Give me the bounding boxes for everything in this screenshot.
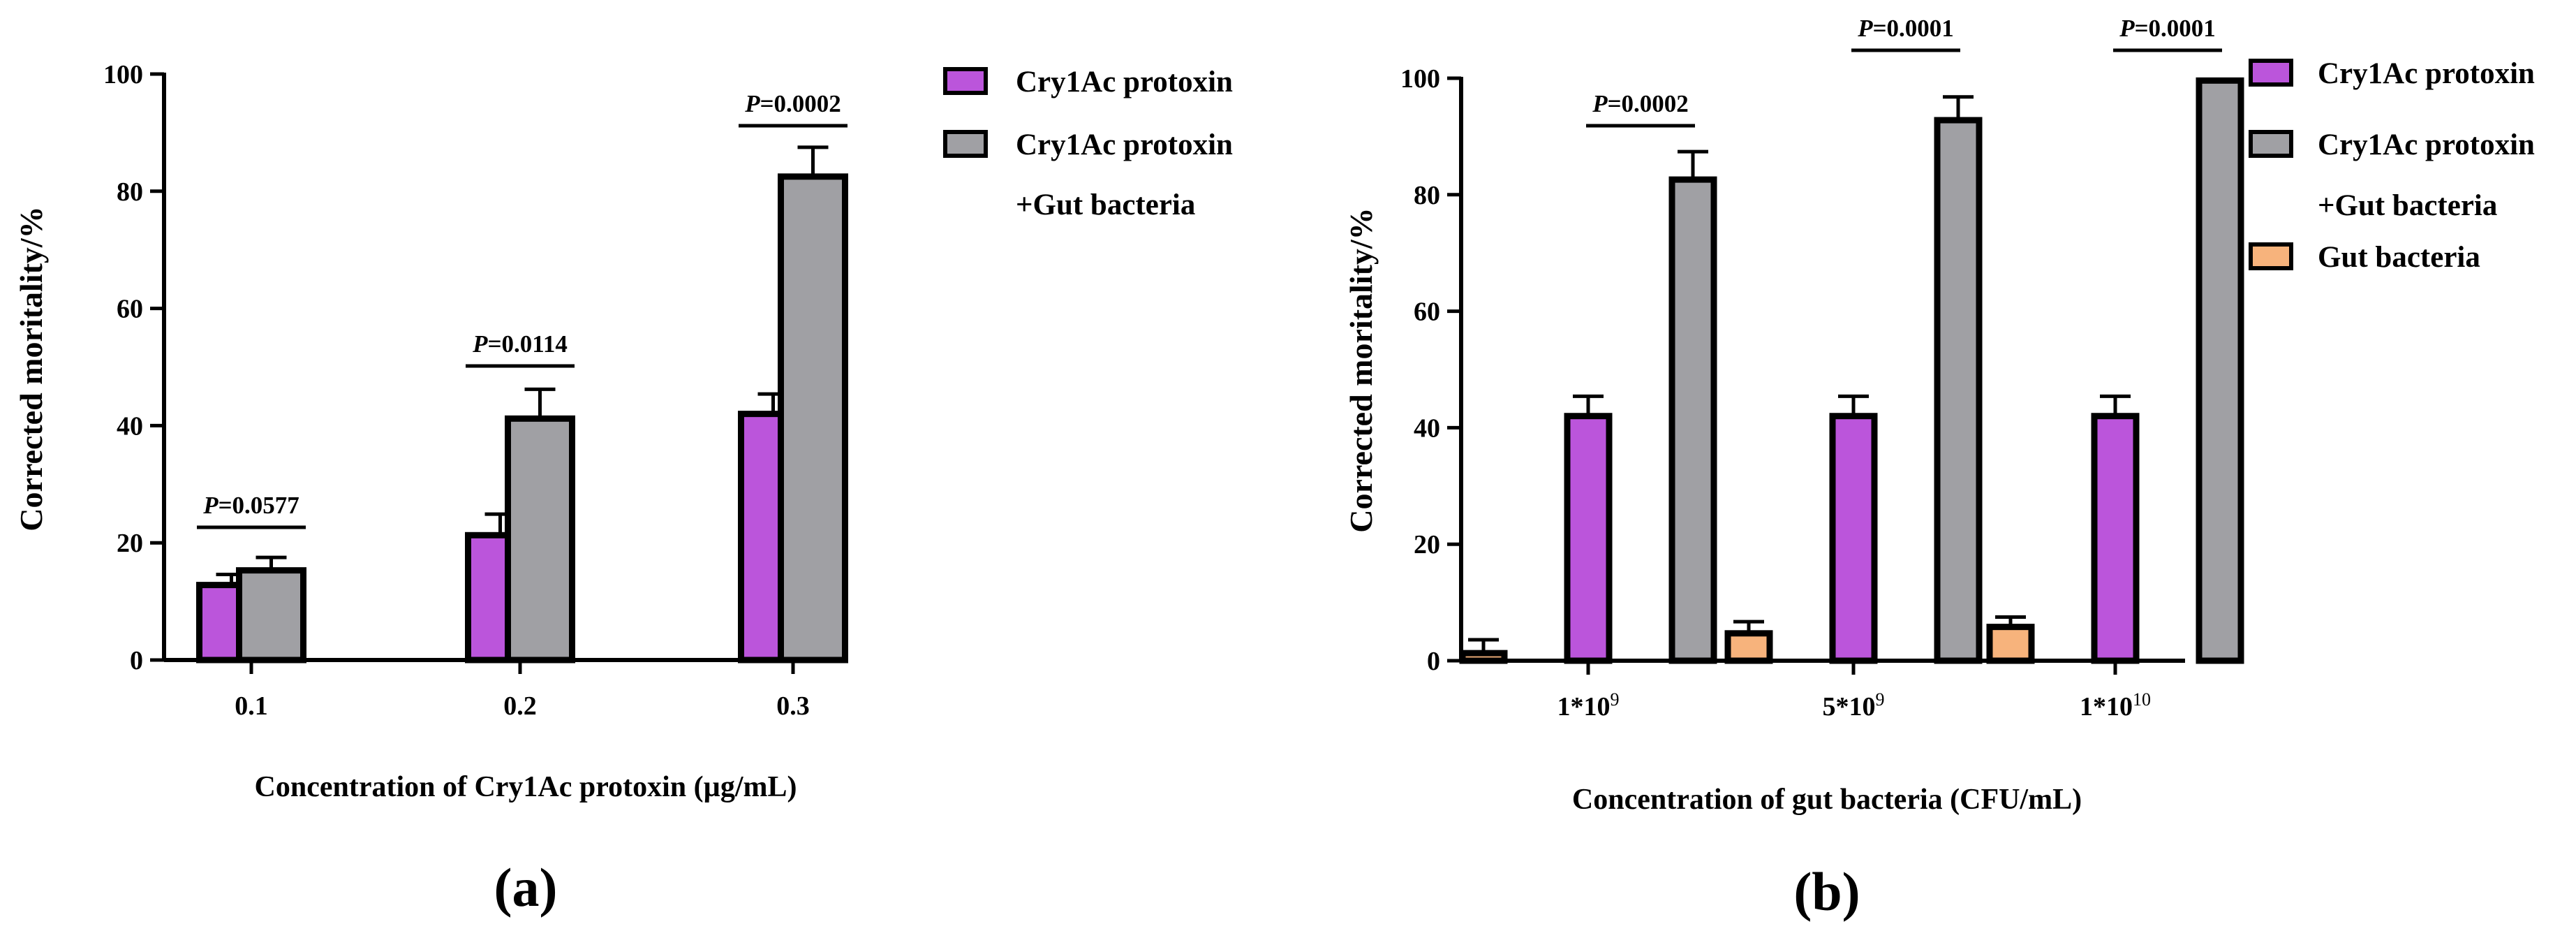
y-tick-label: 40 <box>117 411 143 441</box>
x-tick-label-base: 1*10 <box>1557 692 1611 721</box>
significance-label: P=0.0577 <box>202 492 299 519</box>
y-tick-label: 100 <box>1400 64 1440 94</box>
p-value: =0.0001 <box>1873 15 1954 42</box>
legend-label: Gut bacteria <box>2318 241 2480 274</box>
y-axis-title: Corrected moritality/% <box>1343 207 1379 532</box>
x-axis-title: Concentration of gut bacteria (CFU/mL) <box>1572 784 2082 816</box>
significance-label: P=0.0002 <box>1592 90 1689 117</box>
bar-gut-bacteria <box>1459 650 1508 664</box>
y-tick-label: 20 <box>117 529 143 558</box>
bar-cry1ac-protoxin-gut-bacteria <box>1668 176 1717 664</box>
y-tick-label: 20 <box>1414 530 1440 559</box>
x-tick-label-exponent: 9 <box>1611 689 1620 710</box>
x-tick-label: 0.3 <box>776 691 810 721</box>
y-tick-label: 40 <box>1414 413 1440 443</box>
legend-swatch <box>2249 242 2293 270</box>
significance-label: P=0.0001 <box>1857 15 1954 42</box>
y-tick-label: 60 <box>117 295 143 324</box>
legend-swatch <box>943 67 988 95</box>
significance-label: P=0.0114 <box>472 330 568 358</box>
y-tick-label: 0 <box>1427 647 1440 676</box>
bar-cry1ac-protoxin-gut-bacteria <box>505 415 575 664</box>
legend-label: Cry1Ac protoxin <box>1016 129 1233 161</box>
bar-cry1ac-protoxin-gut-bacteria <box>2196 77 2244 664</box>
p-symbol: P <box>744 90 760 117</box>
bar-cry1ac-protoxin-gut-bacteria <box>1934 117 1983 664</box>
p-value: =0.0114 <box>488 330 568 358</box>
y-axis-title: Corrected moritality/% <box>13 206 49 531</box>
panel-label: (b) <box>1793 861 1860 922</box>
legend-label: +Gut bacteria <box>1016 189 1195 221</box>
legend-swatch <box>2249 59 2293 87</box>
legend: Cry1Ac protoxin Cry1Ac protoxin +Gut bacte… <box>2249 57 2535 274</box>
legend: Cry1Ac protoxin Cry1Ac protoxin +Gut bacte… <box>943 66 1233 221</box>
p-value: =0.0002 <box>760 90 841 117</box>
bar-gut-bacteria <box>1986 624 2035 664</box>
legend-label: Cry1Ac protoxin <box>1016 66 1233 98</box>
y-tick-label: 0 <box>130 646 143 675</box>
panel-label: (a) <box>494 857 558 918</box>
legend-label: Cry1Ac protoxin <box>2318 57 2535 90</box>
x-tick-label: 1*1010 <box>2080 689 2151 722</box>
bar-cry1ac-protoxin <box>1829 413 1878 664</box>
x-tick-label: 0.2 <box>503 691 537 721</box>
p-value: =0.0577 <box>219 492 299 519</box>
p-symbol: P <box>2119 15 2135 42</box>
bar-gut-bacteria <box>1724 630 1773 664</box>
x-tick-label: 1*109 <box>1557 689 1620 722</box>
bar-cry1ac-protoxin <box>2091 413 2140 664</box>
p-symbol: P <box>202 492 219 519</box>
p-value: =0.0002 <box>1608 90 1689 117</box>
p-symbol: P <box>1592 90 1608 117</box>
p-symbol: P <box>1857 15 1873 42</box>
bar-cry1ac-protoxin-gut-bacteria <box>778 173 848 664</box>
x-tick-label-exponent: 10 <box>2133 689 2151 710</box>
legend-label: +Gut bacteria <box>2318 189 2497 222</box>
p-value: =0.0001 <box>2135 15 2216 42</box>
x-tick-label-base: 1*10 <box>2080 692 2133 721</box>
legend-swatch <box>943 130 988 158</box>
x-tick-label: 0.1 <box>235 691 268 721</box>
significance-label: P=0.0002 <box>744 90 841 117</box>
significance-label: P=0.0001 <box>2119 15 2216 42</box>
y-tick-label: 80 <box>117 177 143 207</box>
bar-cry1ac-protoxin-gut-bacteria <box>236 567 306 664</box>
p-symbol: P <box>472 330 488 358</box>
y-tick-label: 60 <box>1414 298 1440 327</box>
x-tick-label-exponent: 9 <box>1876 689 1885 710</box>
y-tick-label: 100 <box>103 60 143 89</box>
x-tick-label-base: 5*10 <box>1823 692 1876 721</box>
x-tick-label: 5*109 <box>1823 689 1885 722</box>
bar-cry1ac-protoxin <box>1564 413 1613 664</box>
y-tick-label: 80 <box>1414 181 1440 210</box>
legend-swatch <box>2249 130 2293 158</box>
x-axis-title: Concentration of Cry1Ac protoxin (µg/mL) <box>255 771 797 803</box>
legend-label: Cry1Ac protoxin <box>2318 129 2535 161</box>
